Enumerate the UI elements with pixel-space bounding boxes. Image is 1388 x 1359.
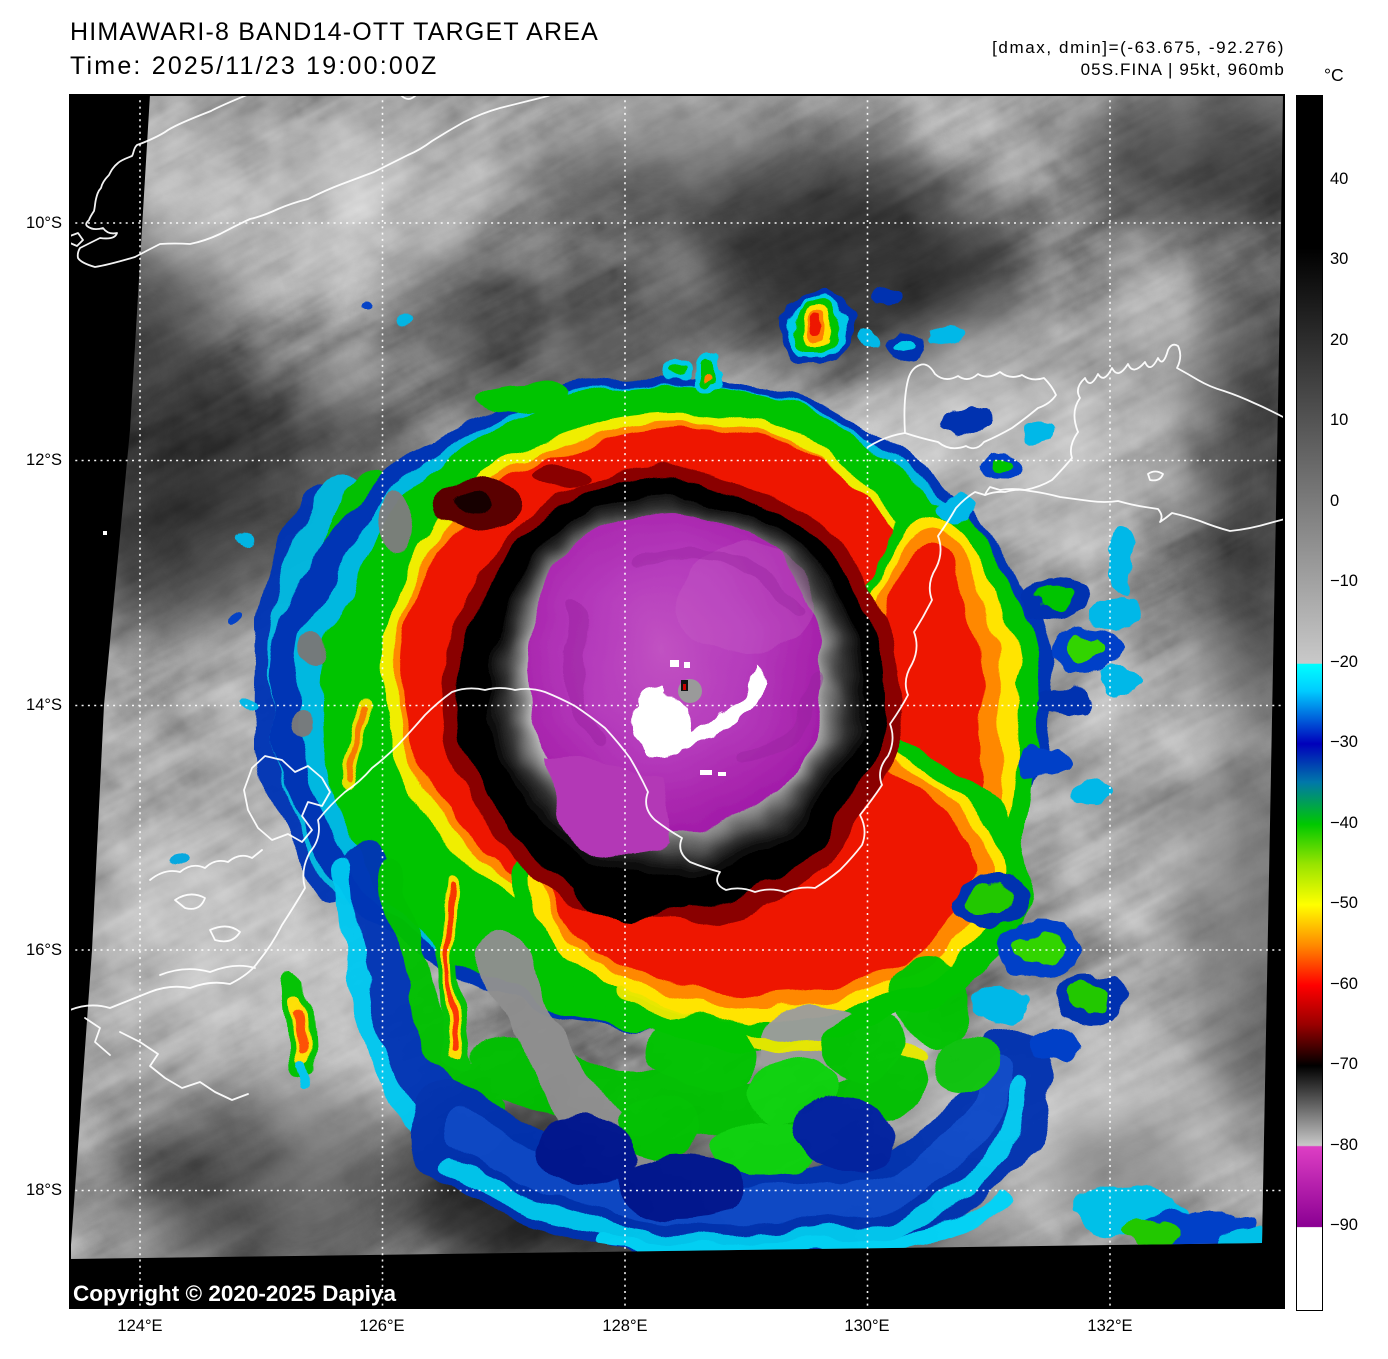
- svg-text:Copyright © 2020-2025 Dapiya: Copyright © 2020-2025 Dapiya: [73, 1281, 396, 1306]
